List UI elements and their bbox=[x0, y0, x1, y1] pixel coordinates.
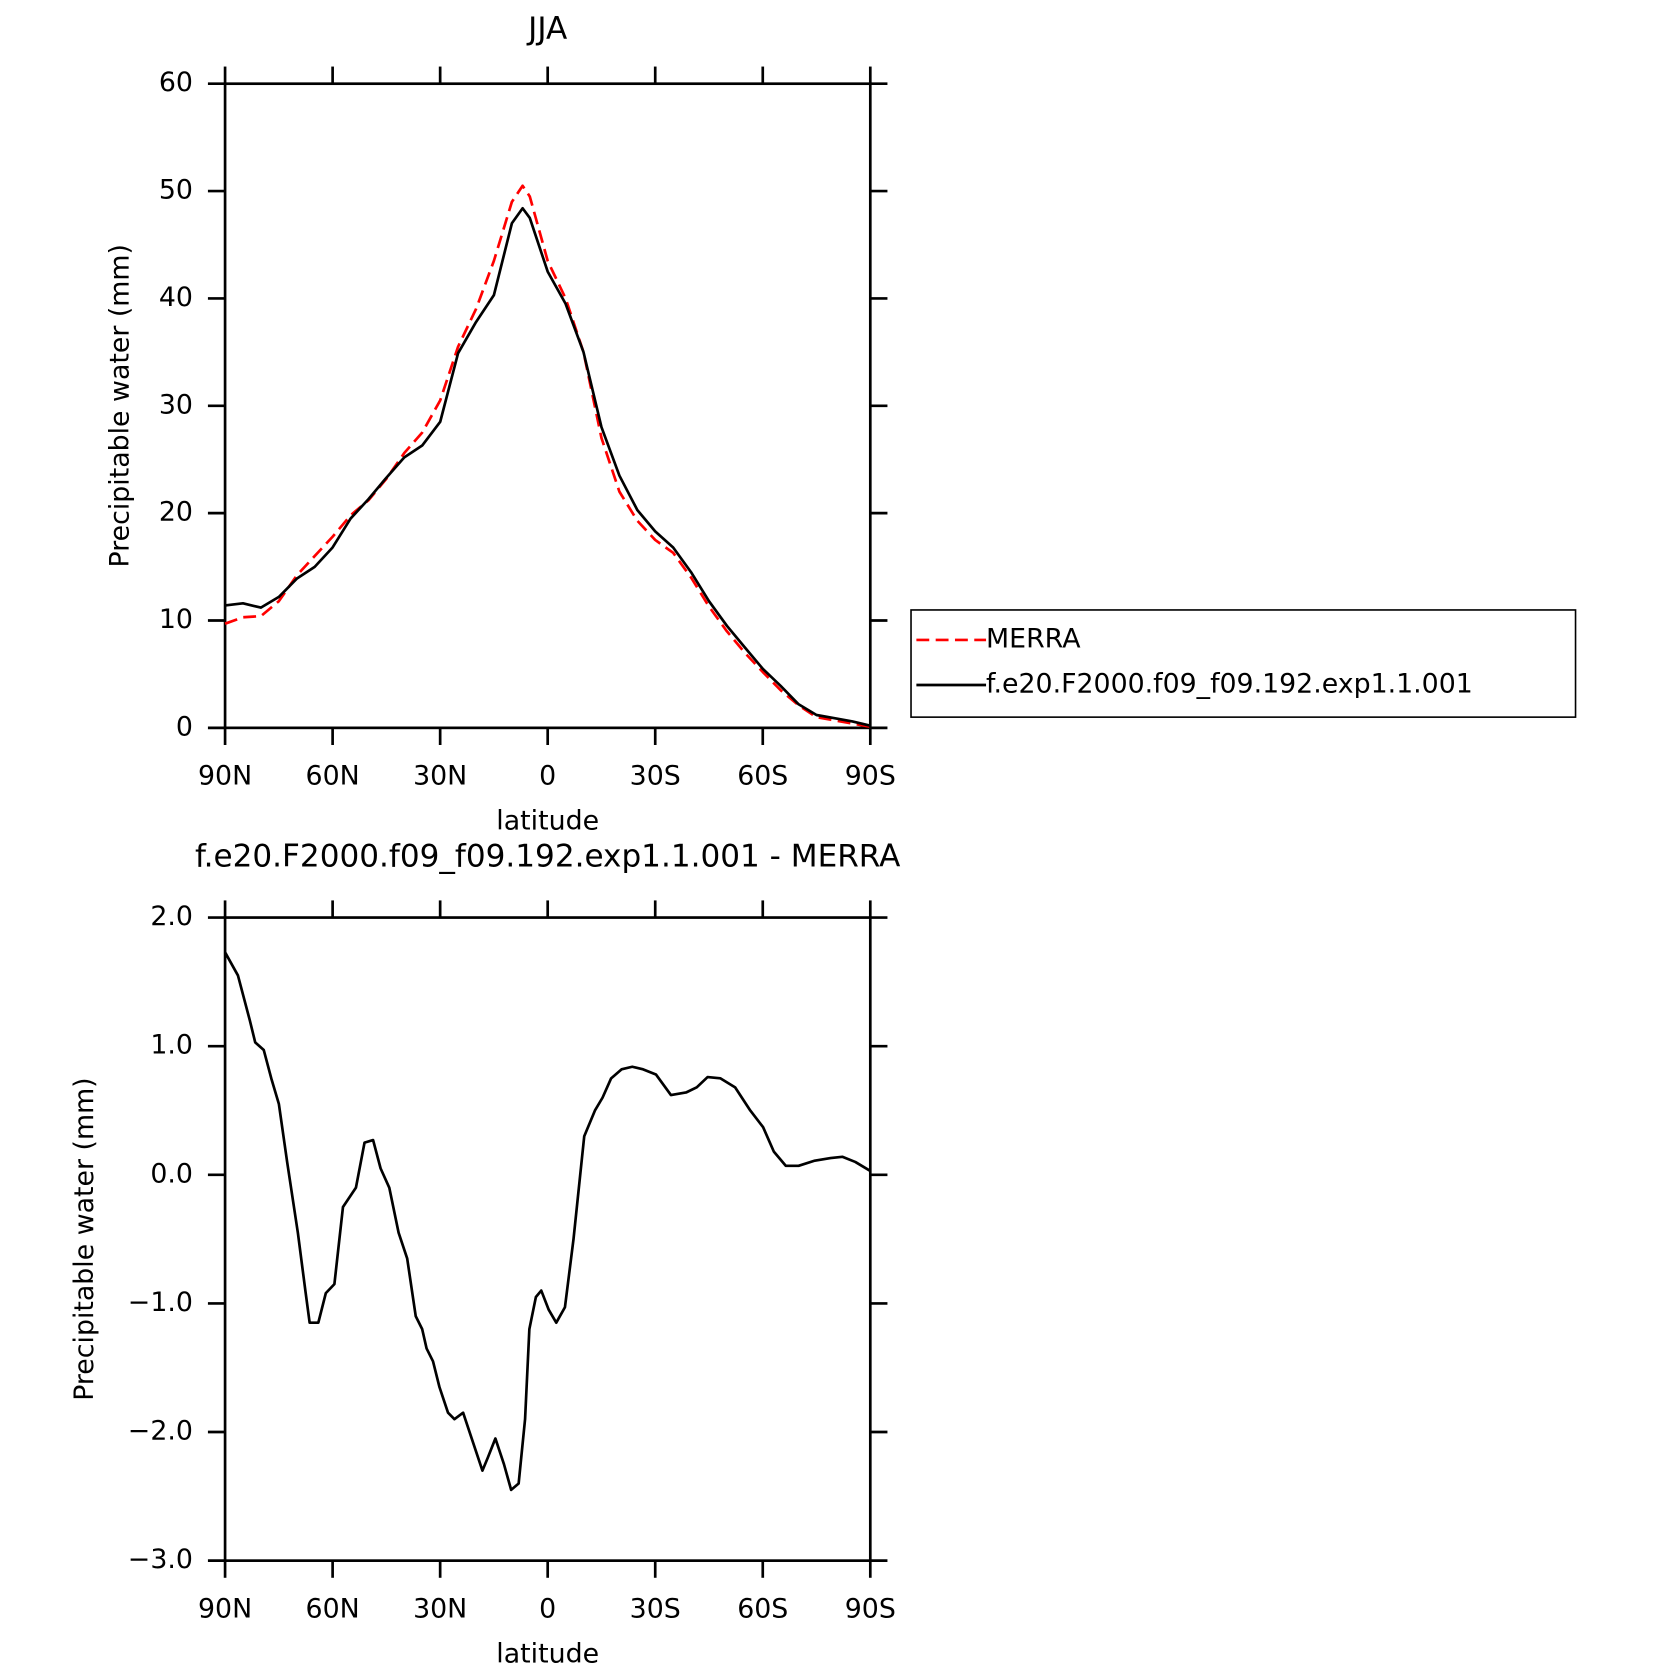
y-tick-label: 1.0 bbox=[150, 1030, 193, 1061]
plot-frame bbox=[223, 82, 872, 730]
x-tick-label: 60N bbox=[306, 1593, 360, 1624]
x-tick-label: 90N bbox=[198, 1593, 252, 1624]
data-line bbox=[224, 184, 871, 729]
y-tick-label: 20 bbox=[159, 497, 193, 528]
y-tick-label: 0.0 bbox=[150, 1158, 193, 1189]
legend-label: MERRA bbox=[986, 623, 1081, 654]
y-tick-label: 10 bbox=[159, 604, 193, 635]
y-tick-label: 50 bbox=[159, 175, 193, 206]
y-tick-label: 30 bbox=[159, 389, 193, 420]
y-tick-label: −1.0 bbox=[128, 1287, 193, 1318]
x-tick-label: 0 bbox=[539, 761, 556, 792]
x-tick-label: 0 bbox=[539, 1593, 556, 1624]
chart-title: JJA bbox=[526, 11, 567, 47]
x-tick-label: 60S bbox=[737, 1593, 788, 1624]
x-tick-label: 90N bbox=[198, 761, 252, 792]
data-line bbox=[224, 206, 871, 728]
chart-title: f.e20.F2000.f09_f09.192.exp1.1.001 - MER… bbox=[195, 839, 900, 875]
x-tick-label: 90S bbox=[845, 761, 896, 792]
x-tick-label: 30S bbox=[630, 1593, 681, 1624]
legend-box bbox=[910, 609, 1577, 718]
x-tick-label: 30S bbox=[630, 761, 681, 792]
x-axis-label: latitude bbox=[496, 1638, 599, 1669]
x-tick-label: 60N bbox=[306, 761, 360, 792]
y-tick-label: 0 bbox=[176, 711, 193, 742]
x-tick-label: 30N bbox=[413, 1593, 467, 1624]
y-axis-label: Precipitable water (mm) bbox=[69, 1077, 100, 1400]
data-line bbox=[223, 951, 871, 1492]
x-tick-label: 30N bbox=[413, 761, 467, 792]
y-tick-label: −3.0 bbox=[128, 1544, 193, 1575]
y-axis-label: Precipitable water (mm) bbox=[105, 244, 136, 567]
y-tick-label: −2.0 bbox=[128, 1416, 193, 1447]
x-tick-label: 90S bbox=[845, 1593, 896, 1624]
y-tick-label: 60 bbox=[159, 67, 193, 98]
y-tick-label: 2.0 bbox=[150, 901, 193, 932]
x-tick-label: 60S bbox=[737, 761, 788, 792]
plot-frame bbox=[223, 916, 872, 1562]
x-axis-label: latitude bbox=[496, 806, 599, 837]
y-tick-label: 40 bbox=[159, 282, 193, 313]
legend-label: f.e20.F2000.f09_f09.192.exp1.1.001 bbox=[986, 668, 1473, 699]
